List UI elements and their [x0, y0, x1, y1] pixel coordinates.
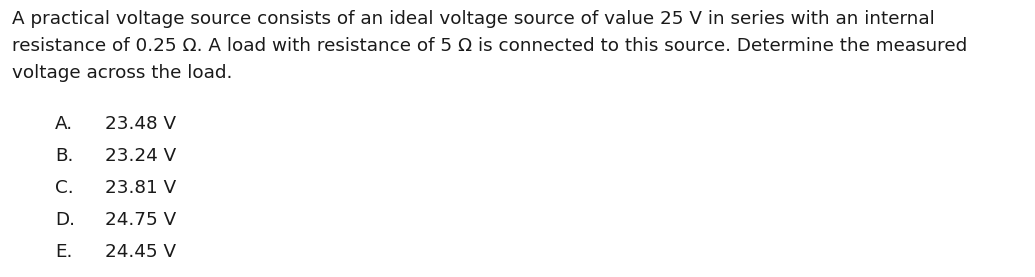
Text: resistance of 0.25 Ω. A load with resistance of 5 Ω is connected to this source.: resistance of 0.25 Ω. A load with resist… [12, 37, 968, 55]
Text: B.: B. [55, 147, 73, 165]
Text: D.: D. [55, 211, 75, 229]
Text: A.: A. [55, 115, 73, 133]
Text: 24.75 V: 24.75 V [105, 211, 176, 229]
Text: 23.24 V: 23.24 V [105, 147, 176, 165]
Text: A practical voltage source consists of an ideal voltage source of value 25 V in : A practical voltage source consists of a… [12, 10, 935, 28]
Text: C.: C. [55, 179, 73, 197]
Text: voltage across the load.: voltage across the load. [12, 64, 233, 82]
Text: 24.45 V: 24.45 V [105, 243, 176, 261]
Text: E.: E. [55, 243, 72, 261]
Text: 23.48 V: 23.48 V [105, 115, 176, 133]
Text: 23.81 V: 23.81 V [105, 179, 176, 197]
